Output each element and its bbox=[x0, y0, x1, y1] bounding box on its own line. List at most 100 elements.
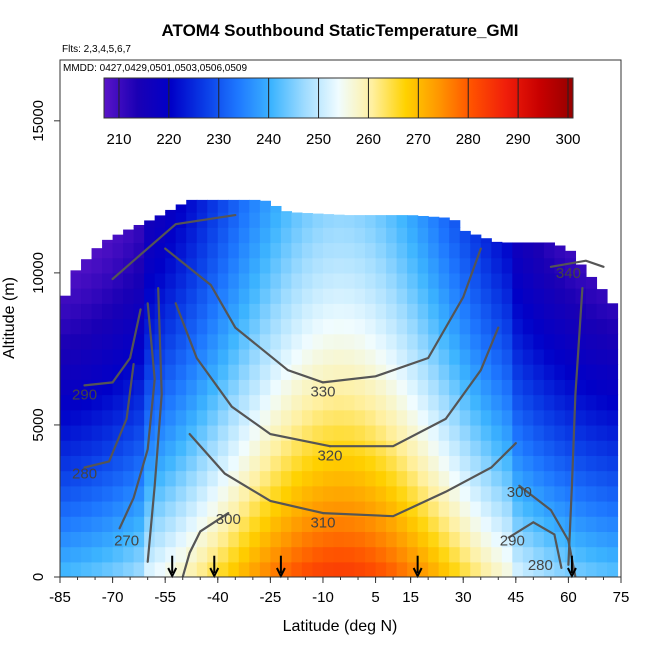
heatmap-cell bbox=[365, 409, 377, 426]
heatmap-cell bbox=[91, 470, 103, 487]
heatmap-cell bbox=[60, 516, 72, 532]
heatmap-cell bbox=[259, 333, 271, 350]
heatmap-cell bbox=[438, 455, 450, 472]
heatmap-cell bbox=[322, 348, 335, 365]
heatmap-cell bbox=[228, 394, 240, 411]
heatmap-cell bbox=[417, 242, 429, 259]
heatmap-cell bbox=[333, 348, 345, 365]
heatmap-cell bbox=[354, 470, 366, 487]
heatmap-cell bbox=[175, 272, 187, 289]
heatmap-cell bbox=[238, 485, 250, 502]
heatmap-cell bbox=[438, 531, 450, 548]
heatmap-cell bbox=[543, 364, 555, 380]
heatmap-cell bbox=[333, 531, 345, 548]
heatmap-cell bbox=[585, 546, 598, 563]
heatmap-cell bbox=[207, 394, 219, 411]
heatmap-cell bbox=[270, 272, 282, 289]
heatmap-cell bbox=[259, 516, 271, 532]
heatmap-cell bbox=[543, 424, 555, 441]
heatmap-cell bbox=[186, 242, 198, 259]
heatmap-cell bbox=[438, 394, 450, 411]
contour-label: 300 bbox=[507, 484, 532, 501]
heatmap-cell bbox=[543, 348, 555, 365]
heatmap-cell bbox=[196, 531, 208, 548]
heatmap-cell bbox=[554, 424, 566, 441]
heatmap-cell bbox=[344, 242, 356, 259]
heatmap-cell bbox=[533, 348, 545, 365]
heatmap-cell bbox=[344, 272, 356, 289]
heatmap-cell bbox=[375, 242, 387, 259]
x-tick-label: -40 bbox=[207, 589, 229, 606]
heatmap-cell bbox=[596, 333, 608, 350]
heatmap-cell bbox=[428, 242, 440, 259]
heatmap-cell bbox=[512, 318, 524, 335]
heatmap-cell bbox=[165, 546, 177, 563]
heatmap-cell bbox=[123, 379, 135, 396]
heatmap-cell bbox=[396, 379, 408, 396]
heatmap-cell bbox=[81, 333, 93, 350]
heatmap-cell bbox=[596, 303, 608, 320]
heatmap-cell bbox=[291, 500, 303, 517]
heatmap-cell bbox=[228, 227, 240, 244]
heatmap-cell bbox=[396, 227, 408, 244]
heatmap-cell bbox=[133, 516, 145, 532]
heatmap-cell bbox=[175, 531, 187, 548]
heatmap-cell bbox=[123, 470, 135, 487]
heatmap-cell bbox=[417, 485, 429, 502]
heatmap-cell bbox=[480, 500, 492, 517]
heatmap-cell bbox=[407, 318, 419, 335]
heatmap-cell bbox=[133, 227, 145, 244]
heatmap-cell bbox=[186, 409, 198, 426]
heatmap-cell bbox=[407, 561, 419, 577]
heatmap-cell bbox=[512, 394, 524, 411]
heatmap-cell bbox=[596, 440, 608, 456]
heatmap-cell bbox=[533, 500, 545, 517]
heatmap-cell bbox=[522, 470, 534, 487]
contour-line bbox=[328, 326, 500, 448]
heatmap-cell bbox=[333, 409, 345, 426]
heatmap-cell bbox=[270, 364, 282, 380]
heatmap-cell bbox=[70, 288, 82, 304]
heatmap-cell bbox=[606, 348, 619, 365]
heatmap-cell bbox=[259, 455, 271, 472]
heatmap-cell bbox=[501, 485, 513, 502]
heatmap-cell bbox=[133, 424, 145, 441]
heatmap-cell bbox=[238, 455, 250, 472]
heatmap-cell bbox=[543, 470, 555, 487]
heatmap-cell bbox=[449, 455, 461, 472]
heatmap-cell bbox=[175, 212, 187, 228]
heatmap-cell bbox=[501, 333, 513, 350]
heatmap-cell bbox=[154, 379, 166, 396]
heatmap-cell bbox=[175, 455, 187, 472]
heatmap-cell bbox=[543, 455, 555, 472]
heatmap-cell bbox=[585, 531, 598, 548]
heatmap-cell bbox=[249, 348, 261, 365]
heatmap-cell bbox=[470, 394, 482, 411]
heatmap-cell bbox=[91, 348, 103, 365]
heatmap-cell bbox=[554, 485, 566, 502]
heatmap-cell bbox=[428, 531, 440, 548]
heatmap-cell bbox=[207, 561, 219, 577]
heatmap-cell bbox=[417, 303, 429, 320]
heatmap-cell bbox=[165, 455, 177, 472]
heatmap-cell bbox=[554, 394, 566, 411]
heatmap-cell bbox=[596, 531, 608, 548]
colorbar-tick-label: 260 bbox=[356, 131, 381, 148]
heatmap-cell bbox=[133, 546, 145, 563]
heatmap-cell bbox=[512, 440, 524, 456]
contour-lines bbox=[83, 214, 605, 577]
heatmap-cell bbox=[564, 348, 577, 365]
heatmap-cell bbox=[333, 455, 345, 472]
heatmap-cell bbox=[186, 516, 198, 532]
heatmap-cell bbox=[543, 318, 555, 335]
heatmap-cell bbox=[291, 440, 303, 456]
heatmap-cell bbox=[428, 348, 440, 365]
heatmap-cell bbox=[480, 257, 492, 274]
heatmap-cell bbox=[207, 227, 219, 244]
heatmap-cell bbox=[81, 394, 93, 411]
heatmap-cell bbox=[438, 516, 450, 532]
heatmap-cell bbox=[270, 205, 282, 213]
heatmap-cell bbox=[60, 500, 72, 517]
heatmap-cell bbox=[228, 242, 240, 259]
